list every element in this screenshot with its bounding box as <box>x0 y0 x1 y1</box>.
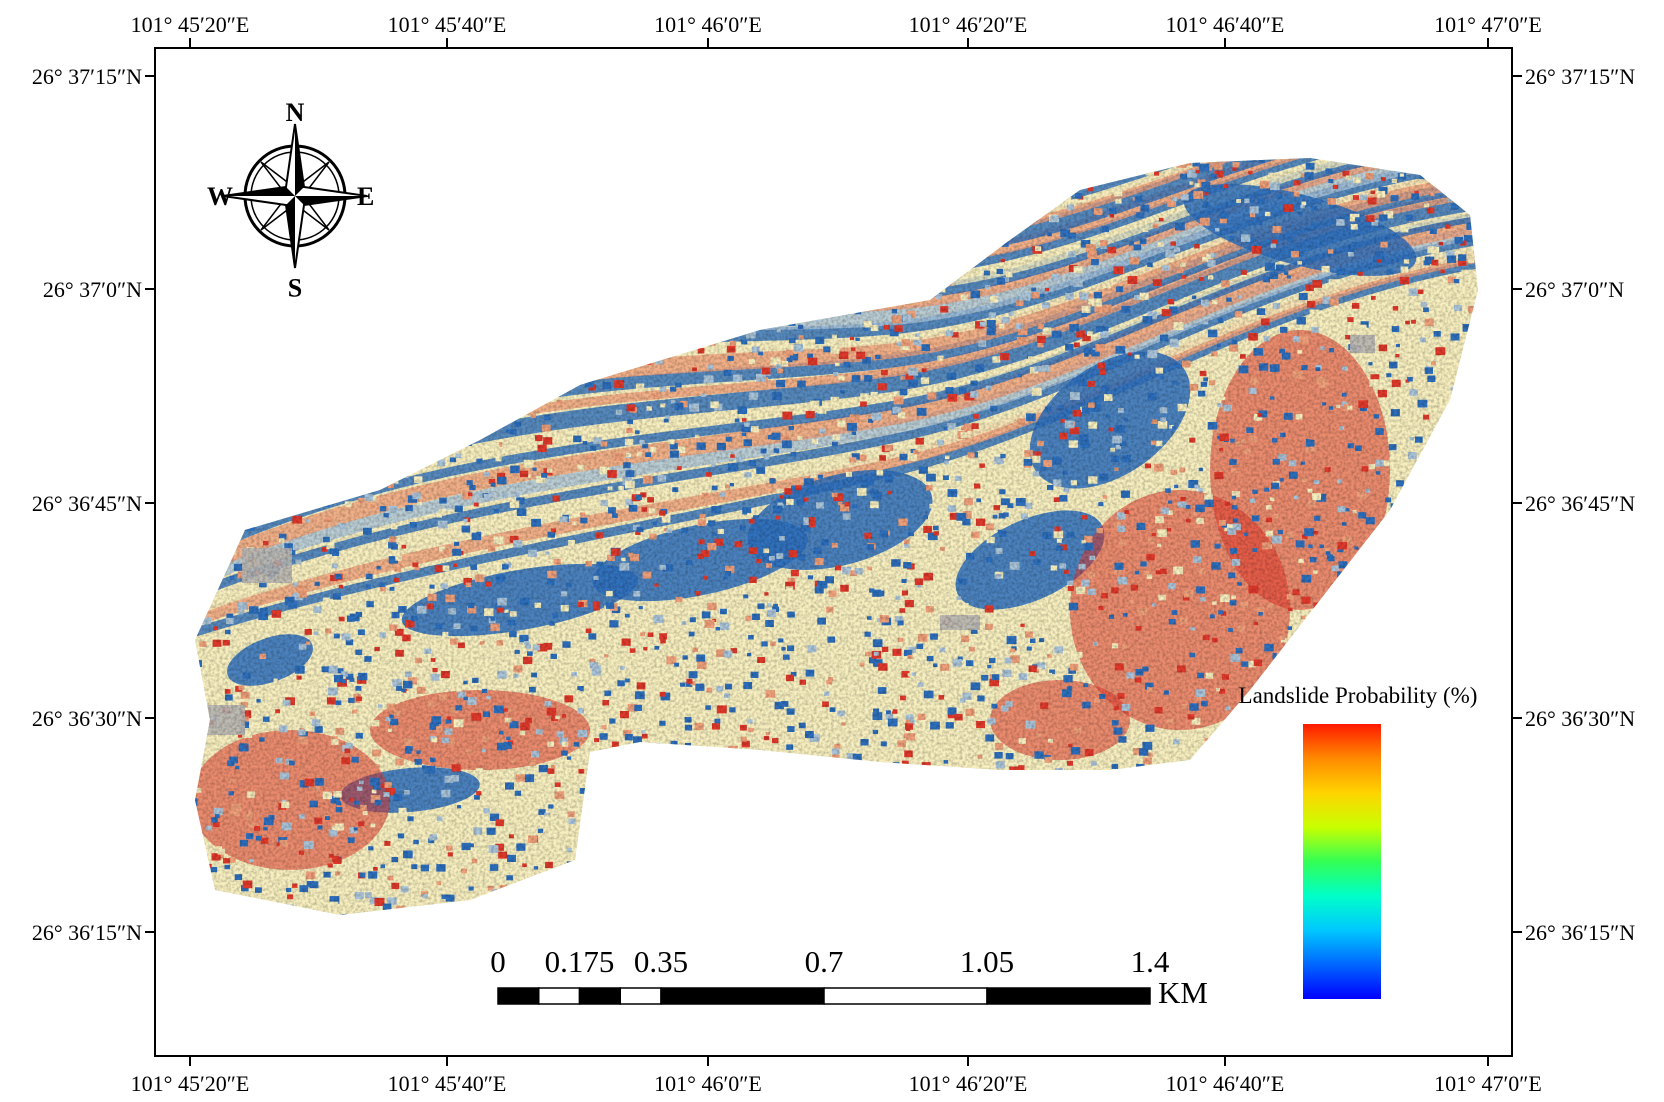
lat-label-right: 26° 37′15″N <box>1525 64 1635 89</box>
scale-bar-label: 1.05 <box>960 944 1014 979</box>
scale-bar-segment <box>660 987 825 1005</box>
scale-bar-segment <box>619 987 662 1005</box>
lon-label-top: 101° 45′40″E <box>388 12 507 37</box>
lon-label-top: 101° 46′0″E <box>654 12 762 37</box>
lon-label-top: 101° 45′20″E <box>131 12 250 37</box>
scale-bar-label: 0.7 <box>805 944 844 979</box>
lat-label-left: 26° 36′15″N <box>32 920 142 945</box>
compass-shade-s <box>286 196 295 268</box>
scale-bar-label: 1.4 <box>1131 944 1170 979</box>
scale-bar-segment <box>578 987 621 1005</box>
scale-bar: KM 0 0.175 0.35 0.7 1.05 1.4 <box>490 944 1208 1010</box>
lon-label-top: 101° 46′40″E <box>1166 12 1285 37</box>
legend-title: Landslide Probability (%) <box>1239 683 1478 708</box>
scale-bar-segment <box>823 987 988 1005</box>
lat-label-left: 26° 37′15″N <box>32 64 142 89</box>
lon-label-bottom: 101° 46′20″E <box>909 1071 1028 1096</box>
lat-label-right: 26° 36′30″N <box>1525 706 1635 731</box>
lat-label-left: 26° 36′30″N <box>32 706 142 731</box>
scale-bar-segment <box>538 987 581 1005</box>
scale-bar-unit: KM <box>1158 975 1208 1010</box>
scale-bar-segment <box>497 987 540 1005</box>
scale-bar-label: 0 <box>490 944 506 979</box>
scale-bar-label: 0.175 <box>545 944 615 979</box>
lat-label-right: 26° 37′0″N <box>1525 277 1624 302</box>
compass-shade-w <box>223 187 295 196</box>
legend-color-ramp <box>1303 724 1381 999</box>
graticule: 101° 45′20″E 101° 45′20″E 101° 45′40″E 101°… <box>32 12 1635 1096</box>
compass-north-label: N <box>286 98 305 127</box>
compass-east-label: E <box>357 182 374 211</box>
compass-rose: N S E W <box>207 98 374 302</box>
lon-label-bottom: 101° 46′40″E <box>1166 1071 1285 1096</box>
lat-label-left: 26° 36′45″N <box>32 491 142 516</box>
compass-shade-n <box>295 124 304 196</box>
compass-south-label: S <box>288 273 302 302</box>
lat-label-right: 26° 36′45″N <box>1525 491 1635 516</box>
scale-bar-segment <box>986 987 1151 1005</box>
lon-label-top: 101° 46′20″E <box>909 12 1028 37</box>
lon-label-top: 101° 47′0″E <box>1434 12 1542 37</box>
lat-label-left: 26° 37′0″N <box>43 277 142 302</box>
lon-label-bottom: 101° 45′40″E <box>388 1071 507 1096</box>
lat-label-right: 26° 36′15″N <box>1525 920 1635 945</box>
lon-label-bottom: 101° 47′0″E <box>1434 1071 1542 1096</box>
lon-label-bottom: 101° 45′20″E <box>131 1071 250 1096</box>
legend: Landslide Probability (%) <box>1239 683 1478 999</box>
compass-shade-e <box>295 196 367 205</box>
lon-label-bottom: 101° 46′0″E <box>654 1071 762 1096</box>
compass-west-label: W <box>207 182 233 211</box>
scale-bar-label: 0.35 <box>634 944 688 979</box>
